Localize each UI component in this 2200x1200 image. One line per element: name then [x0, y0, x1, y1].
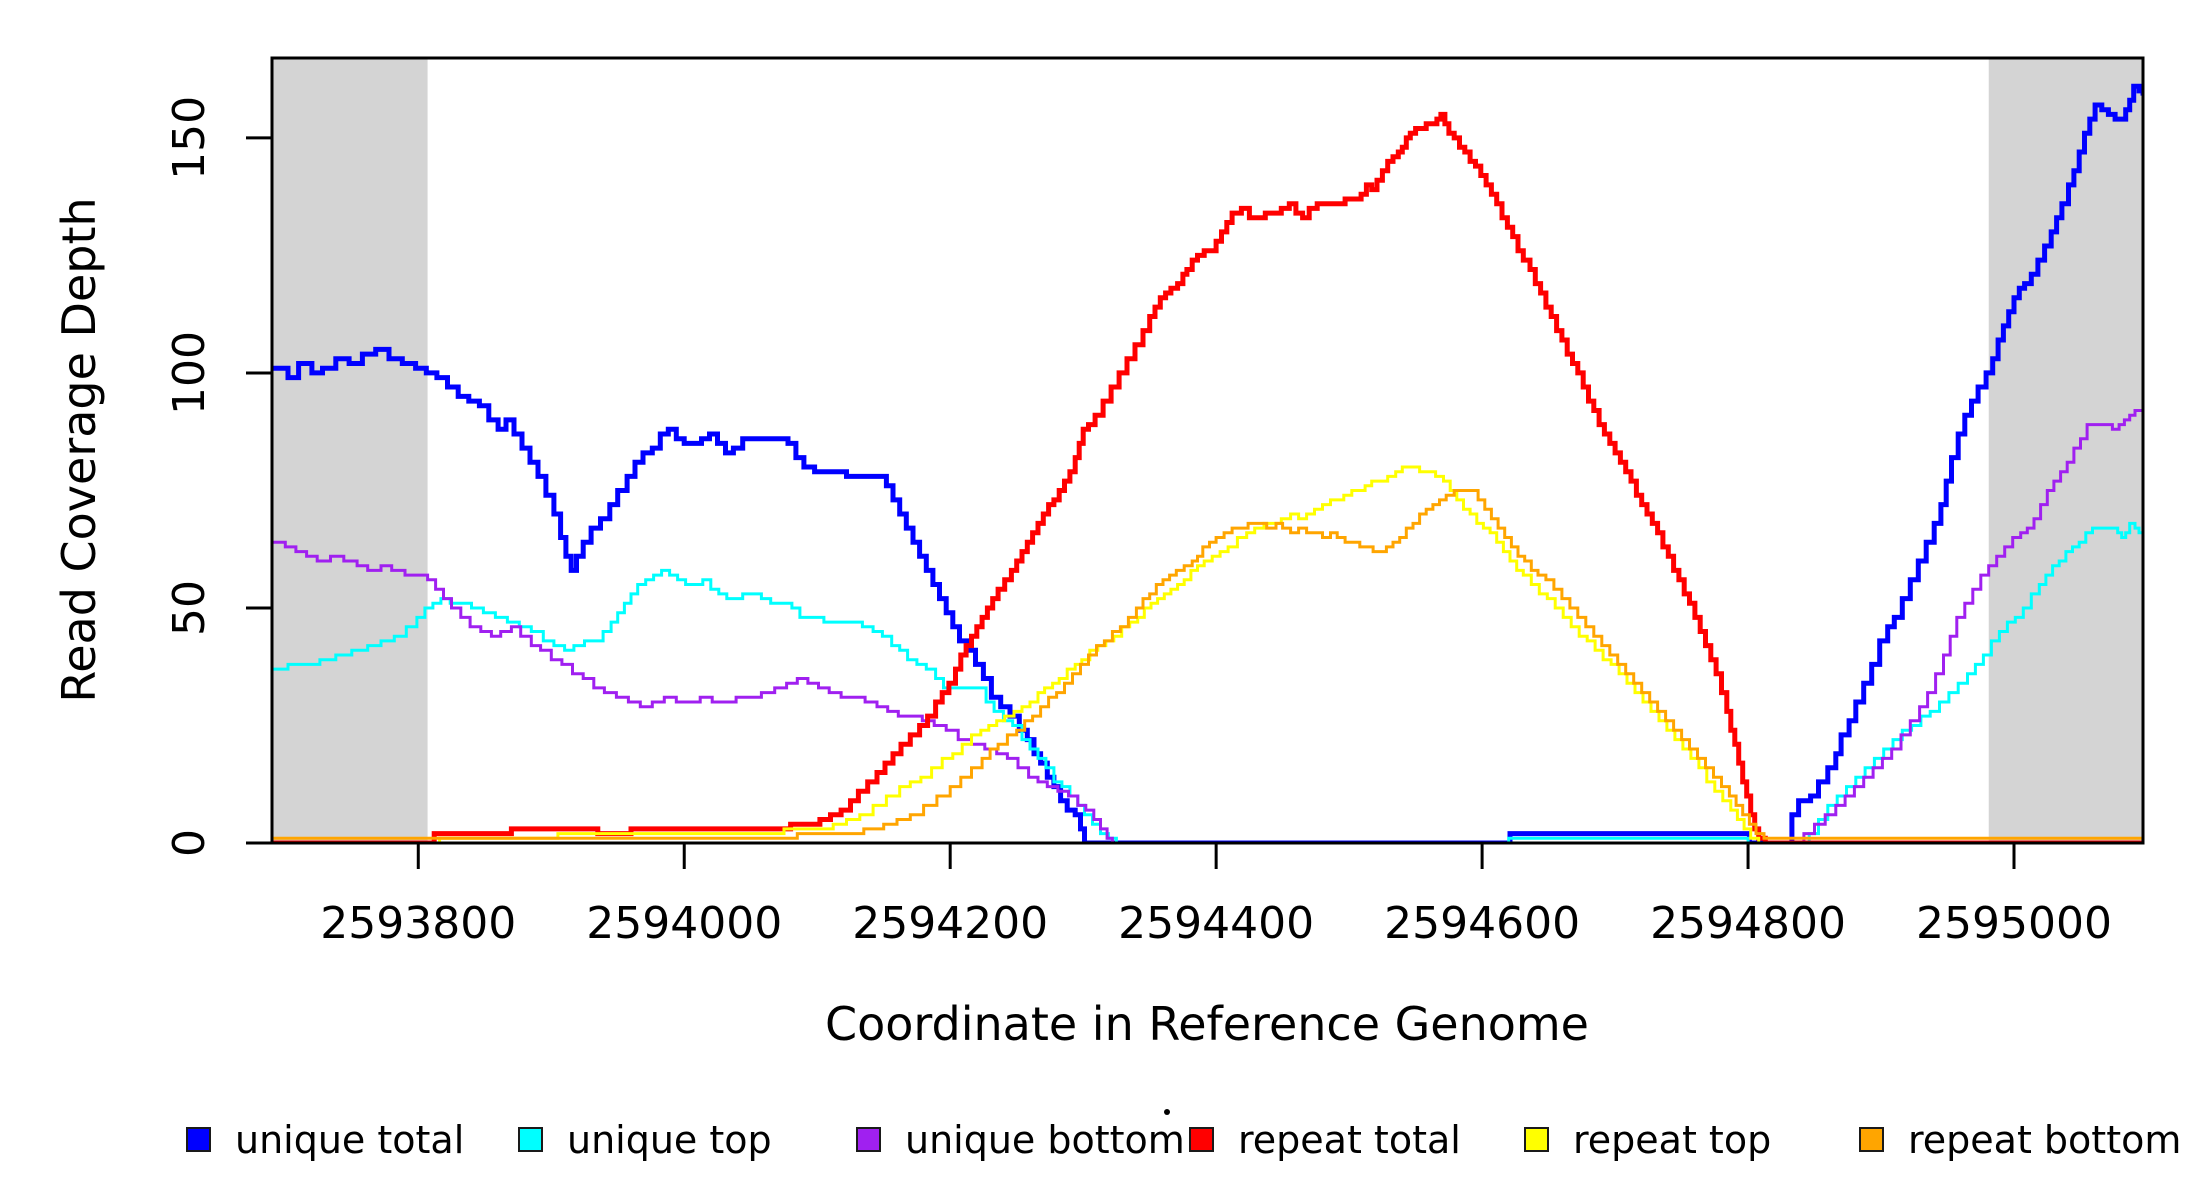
- y-tick-label: 50: [164, 580, 215, 636]
- legend-swatch-unique-total: [186, 1127, 211, 1152]
- y-tick-label: 150: [164, 96, 215, 180]
- legend-label: unique bottom: [905, 1118, 1185, 1162]
- legend-swatch-unique-bottom: [856, 1127, 881, 1152]
- shaded-regions: [272, 58, 2143, 843]
- series-repeat-top-line: [272, 465, 2143, 843]
- stray-mark: [1164, 1109, 1170, 1115]
- legend-label: repeat total: [1238, 1118, 1461, 1162]
- series-unique-bottom-line: [272, 405, 2143, 843]
- legend-item: repeat bottom: [1859, 1118, 2181, 1162]
- x-tick-label: 2594600: [1384, 898, 1580, 949]
- x-tick-label: 2594800: [1650, 898, 1846, 949]
- legend-item: repeat top: [1524, 1118, 1771, 1162]
- x-axis-ticks: 2593800 2594000 2594200 2594400 2594600 25948…: [320, 843, 2112, 949]
- legend-item: unique top: [518, 1118, 772, 1162]
- y-tick-label: 0: [164, 829, 215, 857]
- y-axis-ticks: 0 50 100 150: [164, 96, 272, 857]
- legend-label: unique total: [235, 1118, 464, 1162]
- shaded-band: [1988, 58, 2143, 843]
- legend-item: unique bottom: [856, 1118, 1185, 1162]
- x-axis-title: Coordinate in Reference Genome: [825, 997, 1589, 1051]
- y-tick-label: 100: [164, 331, 215, 415]
- x-tick-label: 2593800: [320, 898, 516, 949]
- legend-label: repeat bottom: [1908, 1118, 2181, 1162]
- x-tick-label: 2594400: [1118, 898, 1314, 949]
- legend-swatch-repeat-total: [1189, 1127, 1214, 1152]
- series-unique-top-line: [272, 521, 2143, 843]
- legend-swatch-unique-top: [518, 1127, 543, 1152]
- series-repeat-total-line: [272, 111, 2143, 843]
- legend-label: unique top: [567, 1118, 772, 1162]
- series-lines: [272, 83, 2143, 843]
- series-unique-total-line: [272, 83, 2143, 843]
- x-tick-label: 2594000: [586, 898, 782, 949]
- plot-border: [270, 56, 2145, 845]
- legend: unique total unique top unique bottom repea…: [186, 1118, 2181, 1162]
- legend-item: repeat total: [1189, 1118, 1461, 1162]
- x-tick-label: 2594200: [852, 898, 1048, 949]
- legend-swatch-repeat-bottom: [1859, 1127, 1884, 1152]
- legend-swatch-repeat-top: [1524, 1127, 1549, 1152]
- x-tick-label: 2595000: [1916, 898, 2112, 949]
- shaded-band: [272, 58, 428, 843]
- legend-label: repeat top: [1573, 1118, 1771, 1162]
- legend-item: unique total: [186, 1118, 464, 1162]
- y-axis-title: Read Coverage Depth: [52, 197, 106, 702]
- series-repeat-bottom-line: [272, 489, 2143, 840]
